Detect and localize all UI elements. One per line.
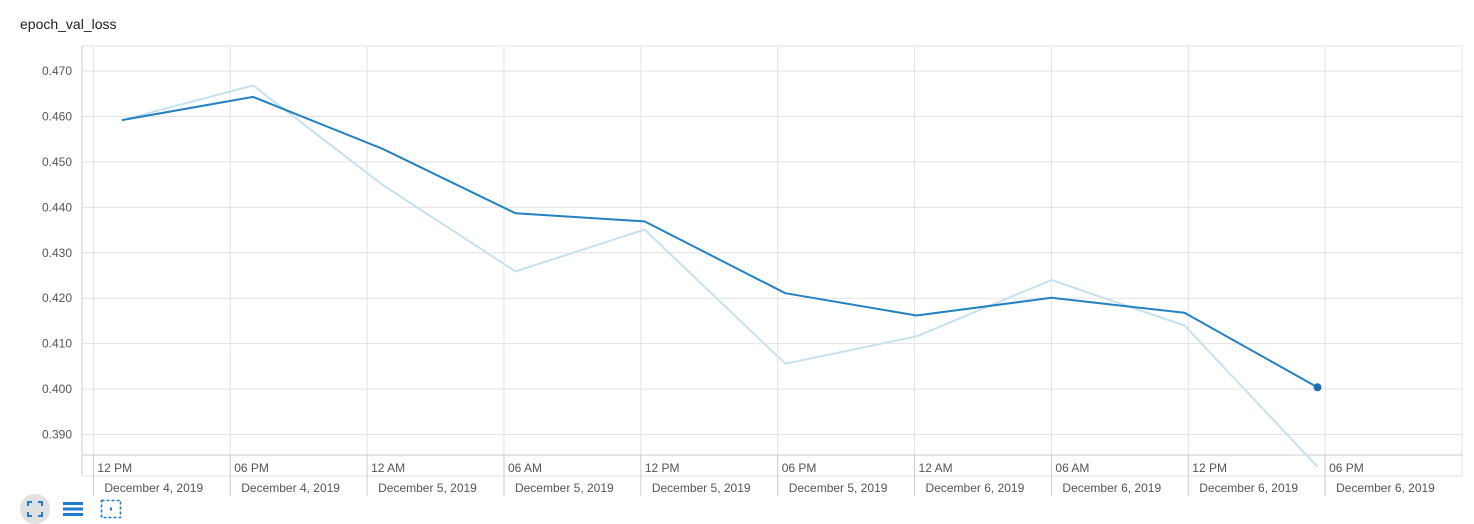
x-tick-date-label: December 4, 2019 — [241, 481, 340, 495]
grid-layer — [82, 45, 1463, 476]
x-tick-time-label: 12 AM — [371, 461, 405, 475]
x-tick-date-label: December 5, 2019 — [378, 481, 477, 495]
x-tick-date-label: December 6, 2019 — [1336, 481, 1435, 495]
y-tick-label: 0.470 — [42, 64, 72, 78]
x-tick-time-label: 06 AM — [508, 461, 542, 475]
selection-zoom-icon — [100, 499, 122, 519]
x-tick-time-label: 12 PM — [645, 461, 680, 475]
y-tick-label: 0.450 — [42, 155, 72, 169]
data-table-button[interactable] — [58, 494, 88, 524]
fit-domain-icon — [27, 501, 43, 517]
x-tick-date-label: December 5, 2019 — [789, 481, 888, 495]
x-tick-date-label: December 6, 2019 — [1199, 481, 1298, 495]
y-tick-label: 0.460 — [42, 109, 72, 123]
raw-series-line — [121, 84, 1319, 468]
data-table-icon — [63, 502, 83, 516]
axis-layer — [81, 46, 1462, 496]
y-tick-label: 0.440 — [42, 200, 72, 214]
fit-domain-button[interactable] — [20, 494, 50, 524]
chart-title: epoch_val_loss — [20, 16, 117, 32]
x-tick-time-label: 12 PM — [97, 461, 132, 475]
x-tick-time-label: 06 PM — [782, 461, 817, 475]
chart-toolbar — [20, 494, 126, 524]
y-tick-label: 0.420 — [42, 291, 72, 305]
x-tick-time-label: 12 AM — [919, 461, 953, 475]
last-point-marker — [1313, 383, 1322, 392]
smoothed-series-line — [121, 95, 1318, 389]
x-tick-time-label: 06 AM — [1055, 461, 1089, 475]
y-tick-label: 0.390 — [42, 428, 72, 442]
x-tick-date-label: December 6, 2019 — [926, 481, 1025, 495]
selection-zoom-button[interactable] — [96, 494, 126, 524]
label-layer: 0.470 0.460 0.450 0.440 0.430 0.420 0.410 0.400… — [42, 64, 1435, 495]
x-tick-time-label: 06 PM — [234, 461, 269, 475]
x-tick-time-label: 06 PM — [1329, 461, 1364, 475]
series-layer — [121, 84, 1322, 468]
x-tick-date-label: December 5, 2019 — [515, 481, 614, 495]
x-tick-time-label: 12 PM — [1192, 461, 1227, 475]
x-tick-date-label: December 4, 2019 — [104, 481, 203, 495]
y-tick-label: 0.430 — [42, 246, 72, 260]
y-tick-label: 0.400 — [42, 382, 72, 396]
x-tick-date-label: December 5, 2019 — [652, 481, 751, 495]
y-tick-label: 0.410 — [42, 337, 72, 351]
x-tick-date-label: December 6, 2019 — [1062, 481, 1161, 495]
